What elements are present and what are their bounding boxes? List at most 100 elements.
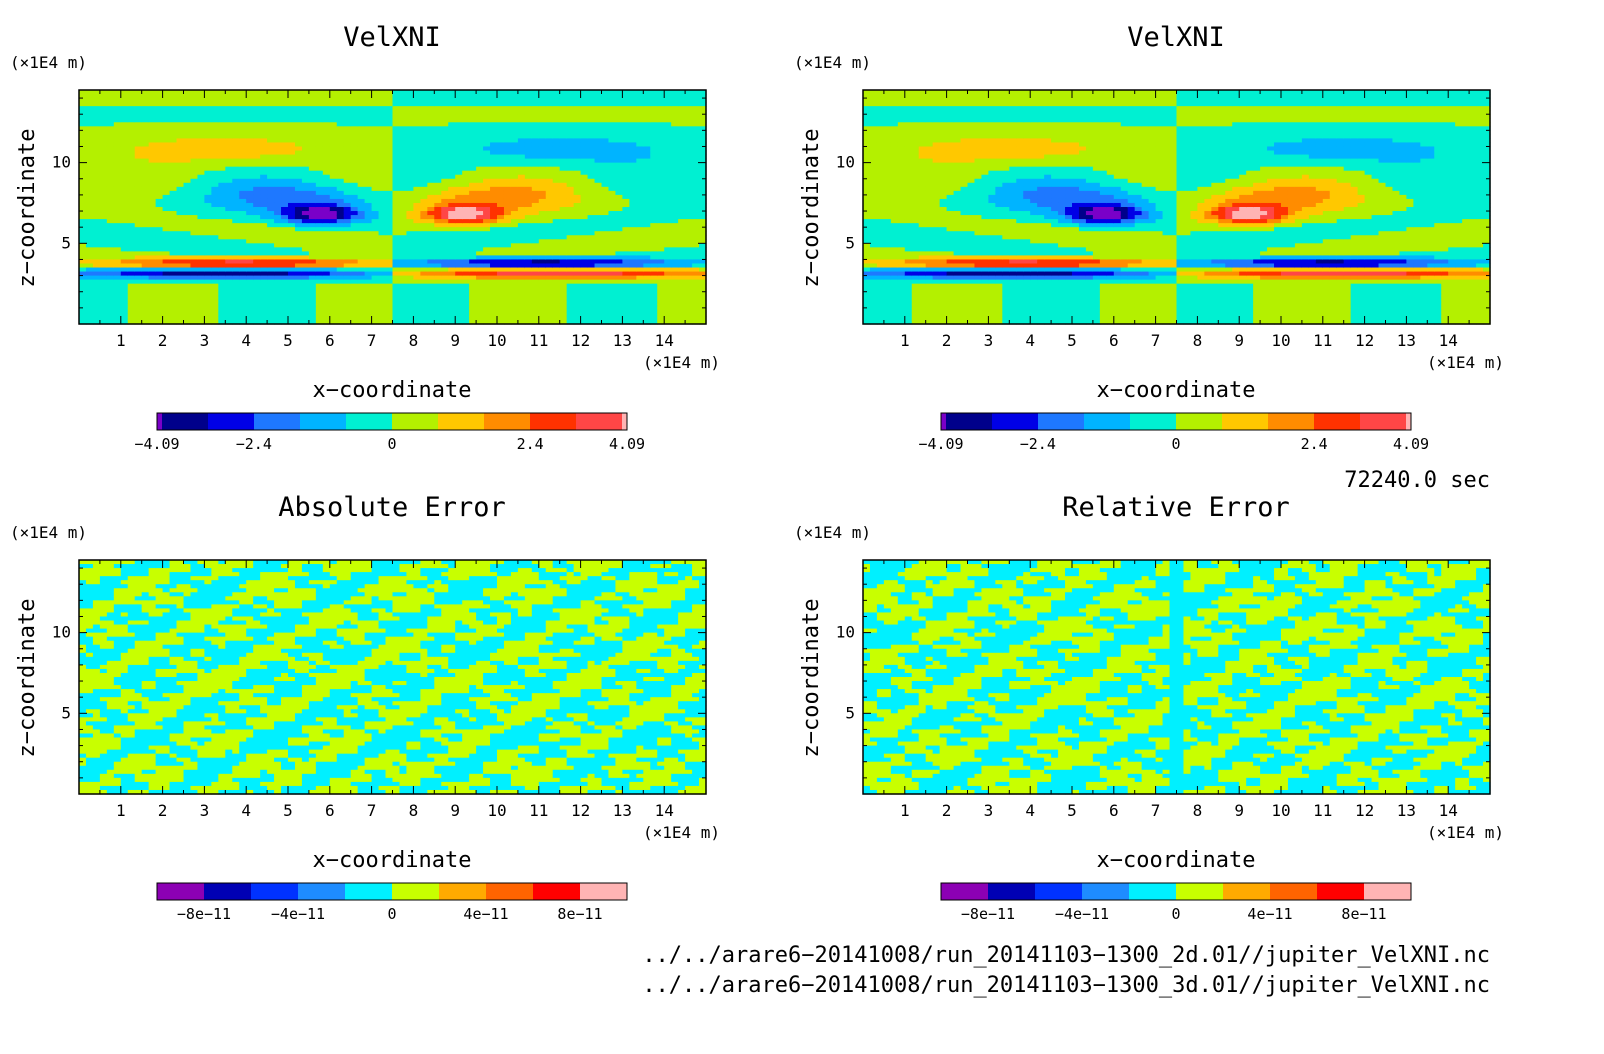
heatmap-cell [134, 299, 143, 305]
heatmap-cell [413, 303, 421, 309]
heatmap-cell [294, 311, 303, 317]
heatmap-cell [197, 255, 205, 261]
heatmap-cell [517, 299, 526, 305]
heatmap-cell [608, 162, 617, 168]
heatmap-cell [552, 307, 561, 313]
heatmap-cell [657, 251, 665, 257]
heatmap-cell [148, 166, 157, 172]
heatmap-cell [183, 223, 192, 228]
heatmap-cell [490, 251, 498, 257]
heatmap-cell [274, 219, 282, 224]
heatmap-cell [260, 251, 268, 257]
heatmap-cell [615, 150, 623, 156]
heatmap-cell [371, 146, 380, 152]
heatmap-cell [239, 134, 247, 140]
heatmap-cell [225, 291, 233, 297]
heatmap-cell [462, 303, 470, 309]
heatmap-cell [106, 94, 115, 99]
heatmap-cell [113, 283, 122, 289]
heatmap-cell [274, 150, 282, 156]
heatmap-cell [141, 307, 150, 313]
heatmap-cell [336, 146, 345, 152]
heatmap-cell [455, 307, 463, 313]
heatmap-cell [197, 162, 205, 168]
heatmap-cell [197, 110, 205, 115]
heatmap-cell [545, 126, 554, 131]
heatmap-cell [127, 142, 136, 148]
heatmap-cell [573, 134, 582, 140]
heatmap-cell [204, 291, 212, 297]
heatmap-cell [127, 94, 136, 99]
heatmap-cell [99, 303, 108, 309]
heatmap-cell [329, 186, 338, 192]
heatmap-cell [531, 303, 540, 309]
heatmap-cell [183, 194, 192, 200]
heatmap-cell [378, 239, 387, 244]
heatmap-cell [441, 154, 449, 160]
heatmap-cell [476, 178, 484, 184]
heatmap-cell [204, 259, 212, 265]
heatmap-cell [503, 247, 512, 252]
heatmap-cell [622, 283, 630, 289]
heatmap-cell [364, 283, 373, 289]
heatmap-cell [315, 255, 324, 261]
heatmap-cell [643, 142, 651, 148]
heatmap-cell [253, 243, 261, 248]
heatmap-cell [469, 170, 477, 176]
heatmap-cell [169, 211, 178, 216]
heatmap-cell [120, 259, 129, 265]
heatmap-cell [246, 263, 254, 269]
heatmap-cell [566, 130, 575, 135]
heatmap-cell [267, 223, 275, 228]
heatmap-cell [92, 138, 101, 144]
heatmap-cell [357, 146, 366, 152]
heatmap-cell [490, 154, 498, 160]
heatmap-cell [622, 174, 630, 180]
heatmap-cell [260, 295, 268, 301]
heatmap-cell [622, 303, 630, 309]
heatmap-cell [197, 198, 205, 204]
heatmap-cell [455, 146, 463, 152]
heatmap-cell [587, 239, 596, 244]
heatmap-cell [176, 235, 185, 240]
heatmap-cell [664, 170, 672, 176]
heatmap-cell [218, 255, 226, 261]
heatmap-cell [566, 106, 575, 111]
heatmap-cell [483, 207, 491, 212]
heatmap-cell [538, 130, 547, 135]
heatmap-cell [552, 247, 561, 252]
heatmap-cell [211, 227, 219, 232]
heatmap-cell [490, 162, 498, 168]
heatmap-cell [308, 202, 317, 208]
heatmap-cell [580, 198, 589, 204]
heatmap-cell [329, 146, 338, 152]
heatmap-cell [531, 263, 540, 269]
heatmap-cell [566, 94, 575, 99]
heatmap-cell [357, 291, 366, 297]
heatmap-cell [260, 98, 268, 103]
heatmap-cell [531, 118, 540, 123]
heatmap-cell [601, 299, 610, 305]
heatmap-cell [420, 186, 428, 192]
heatmap-cell [315, 130, 324, 135]
heatmap-cell [169, 239, 178, 244]
heatmap-cell [385, 154, 394, 160]
heatmap-cell [524, 255, 533, 261]
heatmap-cell [322, 158, 331, 164]
heatmap-cell [92, 182, 101, 188]
heatmap-cell [629, 287, 637, 293]
heatmap-cell [531, 190, 540, 196]
heatmap-cell [92, 283, 101, 289]
heatmap-cell [294, 235, 303, 240]
heatmap-cell [531, 102, 540, 107]
heatmap-cell [622, 158, 630, 164]
heatmap-cell [517, 158, 526, 164]
heatmap-cell [246, 235, 254, 240]
heatmap-cell [413, 94, 421, 99]
heatmap-cell [85, 122, 94, 127]
heatmap-cell [322, 146, 331, 152]
heatmap-cell [120, 247, 129, 252]
heatmap-cell [113, 102, 122, 107]
heatmap-cell [79, 174, 87, 180]
heatmap-cell [204, 263, 212, 269]
